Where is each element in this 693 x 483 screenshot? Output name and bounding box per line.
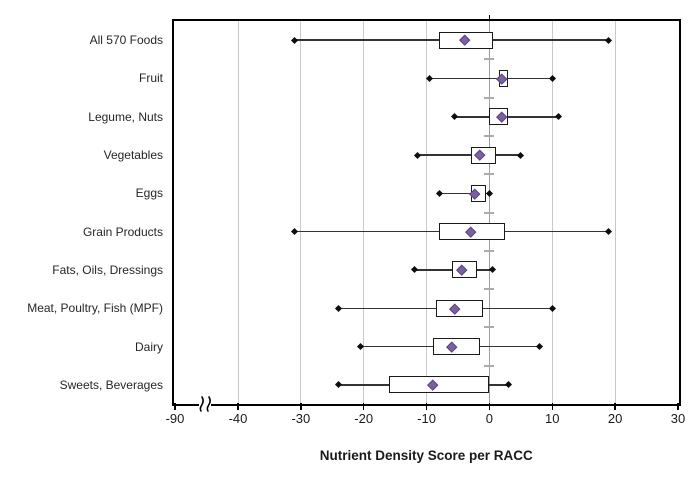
category-label: Fats, Oils, Dressings [52, 262, 163, 277]
whisker-cap-min [335, 381, 343, 389]
x-tick-label: -20 [354, 411, 374, 426]
box-iqr [388, 376, 490, 394]
whisker-line [439, 192, 490, 195]
x-tick-label: -10 [417, 411, 436, 426]
whisker-cap-max [555, 113, 563, 121]
category-label: Grain Products [82, 224, 163, 239]
category-axis-outer-tick [488, 15, 491, 21]
x-tick [551, 403, 554, 410]
category-axis-tick [484, 58, 495, 61]
whisker-cap-max [605, 36, 613, 44]
category-axis-tick [484, 249, 495, 252]
x-tick [237, 403, 239, 410]
category-axis-tick [484, 326, 495, 329]
x-tick-label: 30 [670, 411, 686, 426]
whisker-cap-max [548, 74, 556, 82]
whisker-cap-min [291, 36, 299, 44]
gridline [614, 21, 616, 404]
x-tick [362, 403, 365, 410]
category-label: Vegetables [103, 148, 163, 163]
axis-break-icon [199, 396, 211, 412]
x-tick [614, 403, 616, 410]
category-label: Fruit [139, 71, 163, 86]
x-tick [300, 403, 302, 410]
whisker-cap-max [485, 189, 493, 197]
x-tick [677, 403, 679, 410]
x-tick-label: -30 [291, 411, 311, 426]
whisker-cap-min [451, 113, 459, 121]
category-axis-tick [484, 211, 495, 214]
x-tick [174, 403, 176, 410]
category-axis-tick [484, 364, 495, 367]
category-label: Dairy [134, 339, 163, 354]
whisker-cap-min [426, 74, 434, 82]
whisker-cap-max [536, 343, 544, 351]
whisker-cap-max [504, 381, 512, 389]
category-axis-tick [484, 134, 495, 137]
whisker-cap-min [435, 189, 443, 197]
gridline [551, 21, 553, 404]
category-label: Sweets, Beverages [59, 377, 163, 392]
x-tick-label: 0 [485, 411, 494, 426]
gridline [237, 21, 239, 404]
gridline [426, 21, 428, 404]
whisker-cap-max [548, 304, 556, 312]
category-label: All 570 Foods [89, 33, 163, 48]
x-tick-label: -40 [228, 411, 248, 426]
gridline [300, 21, 302, 404]
category-label: Meat, Poultry, Fish (MPF) [27, 301, 163, 316]
x-tick-label: -90 [165, 411, 185, 426]
category-label: Legume, Nuts [88, 109, 163, 124]
category-axis-tick [484, 96, 495, 99]
x-axis-title: Nutrient Density Score per RACC [319, 448, 533, 463]
whisker-cap-min [413, 151, 421, 159]
category-axis-tick [484, 173, 495, 176]
whisker-cap-max [489, 266, 497, 274]
whisker-cap-max [517, 151, 525, 159]
gridline [363, 21, 365, 404]
x-tick-label: 10 [545, 411, 560, 426]
x-tick [425, 403, 428, 410]
x-tick-label: 20 [607, 411, 623, 426]
category-axis-tick [484, 288, 495, 291]
whisker-line [417, 154, 521, 156]
x-tick [488, 403, 491, 410]
whisker-cap-max [605, 228, 613, 236]
category-label: Eggs [135, 186, 163, 201]
whisker-line [429, 77, 553, 80]
whisker-cap-min [291, 228, 299, 236]
whisker-cap-min [335, 304, 343, 312]
whisker-cap-min [410, 266, 418, 274]
